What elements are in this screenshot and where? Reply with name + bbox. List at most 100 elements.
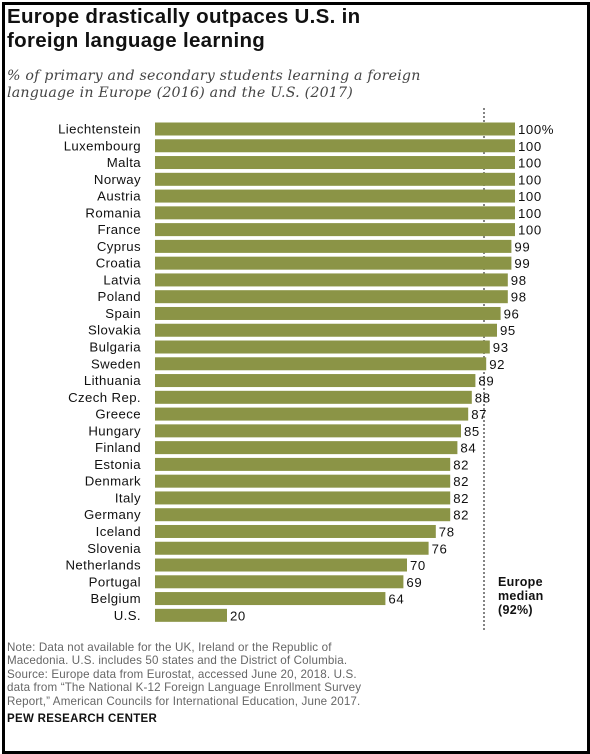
median-label: median	[498, 589, 544, 603]
bar	[155, 390, 472, 404]
bar	[155, 407, 469, 421]
category-label: Germany	[84, 507, 141, 522]
value-label: 84	[460, 441, 476, 456]
bar	[155, 508, 451, 522]
bar	[155, 457, 451, 471]
value-label: 76	[432, 541, 448, 556]
bar	[155, 122, 515, 136]
category-label: Belgium	[91, 591, 141, 606]
bar	[155, 256, 512, 270]
value-label: 99	[514, 239, 530, 254]
bar	[155, 541, 429, 555]
category-label: U.S.	[114, 608, 141, 623]
bar	[155, 441, 458, 455]
category-label: Lithuania	[84, 373, 141, 388]
value-label: 82	[453, 508, 469, 523]
value-label: 100	[518, 223, 542, 238]
bar	[155, 290, 508, 304]
category-label: Poland	[98, 289, 141, 304]
note-line-3: Source: Europe data from Eurostat, acces…	[7, 667, 357, 681]
category-label: Italy	[115, 490, 141, 505]
bar	[155, 306, 501, 320]
category-label: Netherlands	[65, 558, 141, 573]
bar	[155, 592, 386, 606]
value-label: 99	[514, 256, 530, 271]
category-label: Norway	[94, 172, 141, 187]
value-label: 100%	[518, 122, 554, 137]
value-label: 98	[511, 290, 527, 305]
value-label: 93	[493, 340, 509, 355]
value-label: 87	[471, 407, 487, 422]
category-label: Sweden	[91, 356, 141, 371]
category-label: Estonia	[94, 457, 141, 472]
subtitle-line-2: language in Europe (2016) and the U.S. (…	[7, 85, 353, 101]
category-label: Bulgaria	[89, 340, 141, 355]
note-line-4: data from “The National K-12 Foreign Lan…	[7, 681, 362, 695]
value-label: 82	[453, 457, 469, 472]
bar	[155, 524, 436, 538]
value-label: 100	[518, 206, 542, 221]
bar	[155, 608, 227, 622]
brand-label: PEW RESEARCH CENTER	[7, 713, 158, 725]
bar	[155, 357, 487, 371]
bar	[155, 189, 515, 203]
value-label: 78	[439, 524, 455, 539]
bar	[155, 491, 451, 505]
value-label: 85	[464, 424, 480, 439]
category-label: Latvia	[103, 272, 141, 287]
note-line-1: Note: Data not available for the UK, Ire…	[7, 641, 332, 654]
bar	[155, 424, 461, 438]
title-line-1: Europe drastically outpaces U.S. in	[7, 5, 361, 28]
note-line-2: Macedonia. U.S. includes 50 states and t…	[7, 654, 348, 668]
value-label: 82	[453, 474, 469, 489]
category-label: Liechtenstein	[58, 122, 141, 137]
bar	[155, 474, 451, 488]
bar	[155, 558, 407, 572]
bar	[155, 139, 515, 153]
value-label: 69	[406, 575, 422, 590]
category-label: Croatia	[96, 256, 142, 271]
value-label: 89	[478, 374, 494, 389]
value-label: 100	[518, 172, 542, 187]
chart-subtitle: % of primary and secondary students lear…	[7, 68, 582, 102]
value-label: 100	[518, 156, 542, 171]
bar	[155, 223, 515, 237]
category-label: Slovenia	[87, 541, 141, 556]
value-label: 82	[453, 491, 469, 506]
category-label: Czech Rep.	[68, 390, 141, 405]
category-label: Spain	[105, 306, 141, 321]
chart-title: Europe drastically outpaces U.S. in fore…	[7, 5, 577, 53]
bar	[155, 239, 512, 253]
title-line-2: foreign language learning	[7, 29, 266, 52]
category-label: Finland	[95, 440, 141, 455]
bar	[155, 273, 508, 287]
subtitle-line-1: % of primary and secondary students lear…	[7, 68, 421, 84]
category-label: Malta	[107, 155, 142, 170]
category-label: Iceland	[96, 524, 141, 539]
median-label: Europe	[498, 575, 543, 589]
median-label: (92%)	[498, 603, 533, 617]
category-label: France	[98, 222, 141, 237]
value-label: 96	[504, 306, 520, 321]
note-line-5: Report,” American Councils for Internati…	[7, 694, 361, 708]
value-label: 92	[489, 357, 505, 372]
value-label: 100	[518, 139, 542, 154]
value-label: 100	[518, 189, 542, 204]
category-label: Romania	[85, 205, 141, 220]
bar	[155, 206, 515, 220]
value-label: 98	[511, 273, 527, 288]
value-label: 70	[410, 558, 426, 573]
bar	[155, 172, 515, 186]
bar	[155, 340, 490, 354]
category-label: Slovakia	[88, 323, 141, 338]
category-label: Austria	[97, 189, 141, 204]
value-label: 64	[388, 592, 404, 607]
category-label: Greece	[95, 407, 141, 422]
category-label: Portugal	[89, 574, 141, 589]
value-label: 95	[500, 323, 516, 338]
bar	[155, 323, 497, 337]
category-label: Cyprus	[97, 239, 141, 254]
chart-note: Note: Data not available for the UK, Ire…	[7, 641, 582, 708]
value-label: 20	[230, 608, 246, 623]
bar	[155, 156, 515, 170]
